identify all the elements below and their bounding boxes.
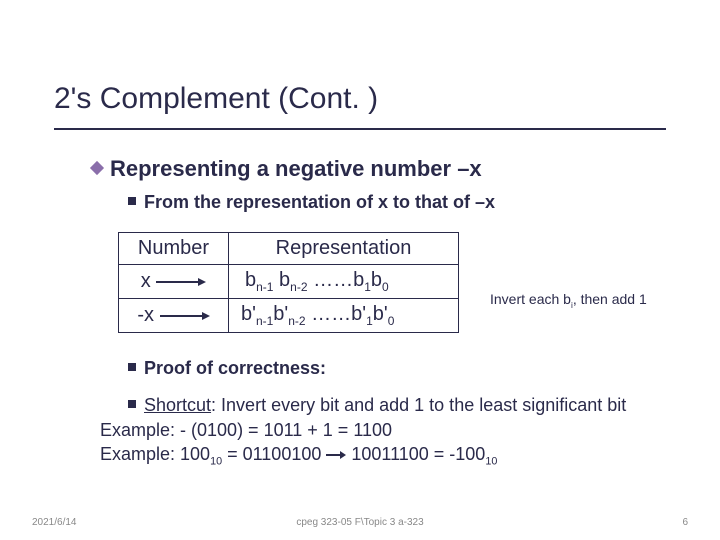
ex2c: 10011100 = -100	[346, 444, 485, 464]
bullet1-text: Representing a negative number –x	[110, 156, 482, 181]
b: b	[279, 269, 290, 291]
sub1: 1	[366, 314, 373, 328]
example1: Example: - (0100) = 1011 + 1 = 1100	[100, 419, 660, 442]
arrow-icon	[160, 311, 210, 321]
square-icon	[128, 197, 136, 205]
dots: ……	[311, 303, 351, 325]
sub10: 10	[485, 456, 497, 468]
b: b	[371, 269, 382, 291]
cell-negx-label: -x	[119, 299, 229, 333]
header-representation: Representation	[229, 233, 459, 265]
shortcut-block: Shortcut: Invert every bit and add 1 to …	[100, 394, 660, 471]
sub-n1: n-1	[256, 314, 273, 328]
bullet-proof: Proof of correctness:	[128, 358, 326, 379]
slide-title: 2's Complement (Cont. )	[54, 82, 378, 116]
sub0: 0	[388, 314, 395, 328]
sub-n1: n-1	[256, 280, 273, 294]
table-row: -x b'n-1b'n-2 ……b'1b'0	[119, 299, 459, 333]
bullet-level1: Representing a negative number –x	[92, 156, 482, 182]
table-row: x bn-1 bn-2 ……b1b0	[119, 265, 459, 299]
shortcut-label: Shortcut	[144, 395, 211, 415]
table-header-row: Number Representation	[119, 233, 459, 265]
cell-x-label: x	[119, 265, 229, 299]
square-icon	[128, 400, 136, 408]
diamond-icon	[90, 161, 104, 175]
header-number: Number	[119, 233, 229, 265]
negx-text: -x	[137, 304, 154, 326]
shortcut-text: : Invert every bit and add 1 to the leas…	[211, 395, 626, 415]
sub10: 10	[210, 456, 222, 468]
ex2a: Example: 100	[100, 444, 210, 464]
proof-text: Proof of correctness:	[144, 358, 326, 378]
side-note: Invert each bi, then add 1	[490, 290, 680, 311]
bp: b'	[373, 303, 388, 325]
bp: b'	[351, 303, 366, 325]
representation-table: Number Representation x bn-1 bn-2 ……b1b0…	[118, 232, 459, 333]
sub-n2: n-2	[290, 280, 307, 294]
square-icon	[128, 363, 136, 371]
sub0: 0	[382, 280, 389, 294]
side-note-text1: Invert each b	[490, 291, 571, 307]
cell-negx-rep: b'n-1b'n-2 ……b'1b'0	[229, 299, 459, 333]
footer-date: 2021/6/14	[32, 517, 77, 528]
cell-x-rep: bn-1 bn-2 ……b1b0	[229, 265, 459, 299]
sub-n2: n-2	[288, 314, 305, 328]
title-underline	[54, 128, 666, 130]
bp: b'	[241, 303, 256, 325]
bullet-level2-from: From the representation of x to that of …	[128, 192, 495, 213]
representation-table-wrap: Number Representation x bn-1 bn-2 ……b1b0…	[118, 232, 459, 333]
x-text: x	[141, 270, 151, 292]
dots: ……	[313, 269, 353, 291]
b: b	[245, 269, 256, 291]
footer-path: cpeg 323-05 F\Topic 3 a-323	[296, 517, 423, 528]
b: b	[353, 269, 364, 291]
example2: Example: 10010 = 01100100 10011100 = -10…	[100, 443, 660, 469]
side-note-text2: , then add 1	[573, 291, 647, 307]
arrow-icon	[156, 277, 206, 287]
shortcut-line: Shortcut: Invert every bit and add 1 to …	[100, 394, 660, 417]
bp: b'	[273, 303, 288, 325]
sub1: 1	[364, 280, 371, 294]
ex2b: = 01100100	[222, 444, 326, 464]
bullet2-text: From the representation of x to that of …	[144, 192, 495, 212]
arrow-icon	[326, 449, 346, 461]
footer-page: 6	[682, 517, 688, 528]
